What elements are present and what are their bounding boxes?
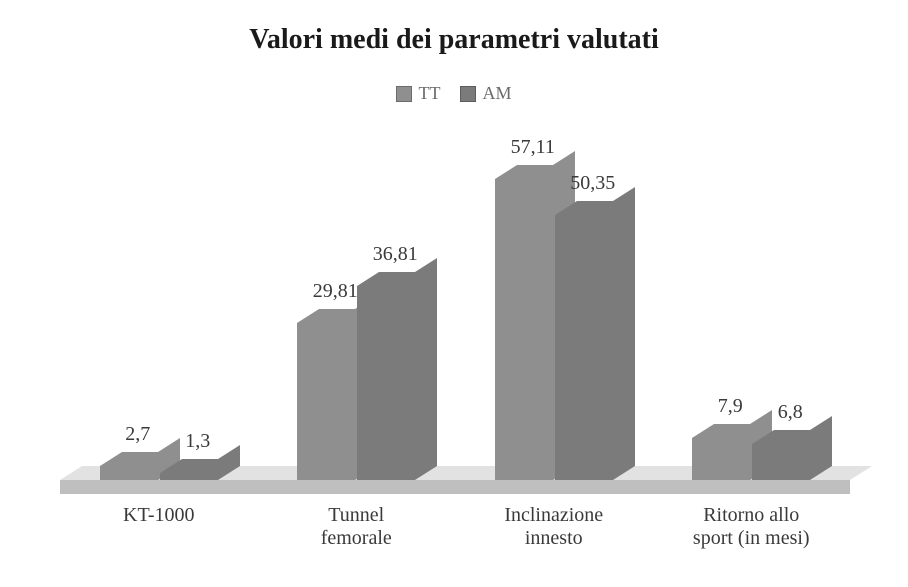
category-group: 2,71,3KT-1000: [69, 150, 249, 480]
floor-front: [60, 480, 850, 494]
category-label: Inclinazioneinnesto: [444, 504, 664, 550]
bar: [495, 179, 553, 480]
bar: [357, 286, 415, 480]
bar-chart: Valori medi dei parametri valutati TT AM 2,…: [0, 0, 908, 587]
legend-swatch: [460, 86, 476, 102]
bar-value: 57,11: [489, 136, 577, 159]
category-label: KT-1000: [49, 504, 269, 527]
bar: [692, 438, 750, 480]
bar: [752, 444, 810, 480]
legend-swatch: [396, 86, 412, 102]
bar-value: 36,81: [351, 243, 439, 266]
legend: TT AM: [0, 82, 908, 104]
chart-title: Valori medi dei parametri valutati: [0, 24, 908, 56]
bar: [100, 466, 158, 480]
bar-value: 6,8: [746, 401, 834, 424]
legend-item: TT: [396, 82, 440, 104]
plot-area: 2,71,3KT-100029,8136,81Tunnelfemorale57,…: [60, 150, 850, 480]
category-group: 7,96,8Ritorno allosport (in mesi): [661, 150, 841, 480]
bar-value: 1,3: [154, 430, 242, 453]
category-group: 57,1150,35Inclinazioneinnesto: [464, 150, 644, 480]
category-label: Ritorno allosport (in mesi): [641, 504, 861, 550]
category-group: 29,8136,81Tunnelfemorale: [266, 150, 446, 480]
bar: [555, 215, 613, 480]
legend-label: AM: [482, 83, 511, 104]
legend-label: TT: [418, 83, 440, 104]
bar-value: 50,35: [549, 172, 637, 195]
bar: [297, 323, 355, 480]
legend-item: AM: [460, 82, 511, 104]
category-label: Tunnelfemorale: [246, 504, 466, 550]
bar: [160, 473, 218, 480]
